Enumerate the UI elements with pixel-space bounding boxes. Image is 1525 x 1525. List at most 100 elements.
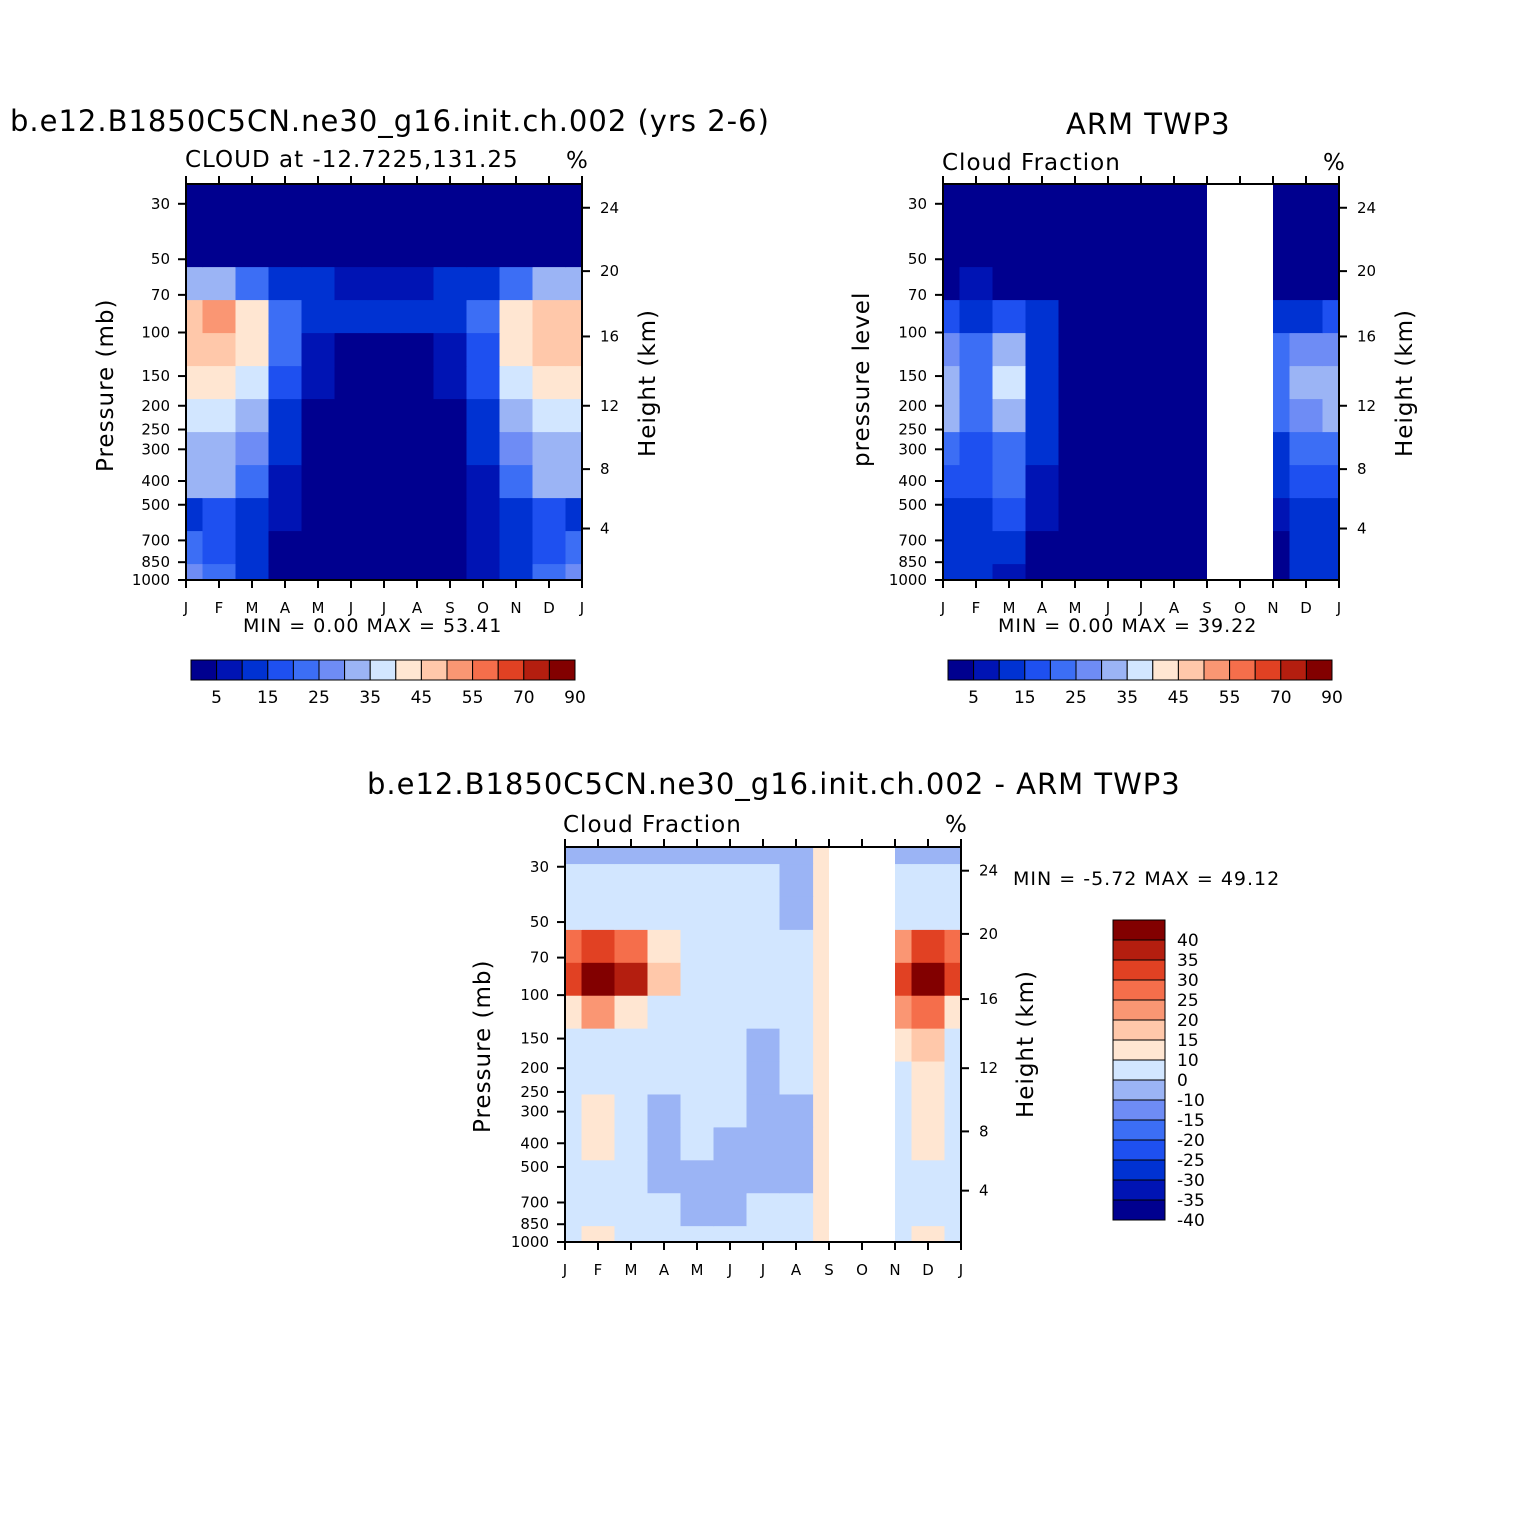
data-cell: [499, 530, 534, 565]
data-cell: [1289, 398, 1324, 433]
data-cell: [911, 1225, 946, 1243]
data-cell: [614, 995, 649, 1029]
data-cell: [1058, 184, 1093, 202]
panel3-subtitle: Cloud Fraction: [563, 812, 742, 838]
y2-tick-label: 24: [979, 862, 998, 880]
data-cell: [647, 995, 682, 1029]
data-cell: [532, 184, 567, 202]
data-cell: [1058, 365, 1093, 400]
data-cell: [235, 365, 270, 400]
colorbar-label: -15: [1177, 1111, 1205, 1131]
x-tick-label: A: [280, 599, 291, 617]
panel2-y2label: Height (km): [1392, 309, 1418, 457]
y-tick-label: 300: [141, 440, 170, 458]
colorbar-swatch: [947, 659, 975, 681]
data-cell: [944, 995, 962, 1029]
data-cell: [1091, 563, 1126, 581]
y-tick-label: 250: [520, 1083, 549, 1101]
colorbar-label: 25: [1177, 991, 1199, 1011]
data-cell: [944, 1159, 962, 1194]
data-cell: [911, 1126, 946, 1161]
data-cell: [466, 431, 501, 466]
data-cell: [647, 1192, 682, 1227]
panel1-unit: %: [566, 148, 588, 174]
x-tick-label: A: [1169, 599, 1180, 617]
data-cell: [235, 299, 270, 334]
colorbar-swatch: [1177, 659, 1205, 681]
data-cell: [235, 497, 270, 532]
x-tick-label: S: [1202, 599, 1212, 617]
data-cell: [713, 896, 748, 930]
data-cell: [186, 464, 204, 499]
y-tick-label: 1000: [132, 571, 170, 589]
colorbar-swatch: [1112, 1199, 1166, 1221]
data-cell: [746, 896, 781, 930]
colorbar-swatch: [1101, 659, 1128, 681]
x-tick-label: D: [922, 1261, 934, 1279]
data-cell: [713, 1060, 748, 1095]
data-cell: [943, 464, 961, 499]
data-cell: [746, 1159, 781, 1194]
data-cell: [1124, 266, 1159, 301]
data-cell: [565, 995, 583, 1029]
data-cell: [1124, 332, 1159, 367]
data-cell: [1025, 464, 1060, 499]
colorbar-swatch: [1112, 1159, 1166, 1181]
data-cell: [1322, 365, 1340, 400]
data-cell: [400, 431, 435, 466]
data-cell: [943, 563, 961, 581]
data-cell: [268, 398, 303, 433]
colorbar-label: 15: [1014, 688, 1036, 708]
data-cell: [301, 563, 336, 581]
data-cell: [647, 863, 682, 897]
data-cell: [466, 563, 501, 581]
data-cell: [746, 863, 781, 897]
data-cell: [235, 332, 270, 367]
x-tick-label: M: [691, 1261, 704, 1279]
data-cell: [565, 1060, 583, 1095]
colorbar-swatch: [998, 659, 1026, 681]
data-cell: [680, 1225, 715, 1243]
data-cell: [235, 431, 270, 466]
y-tick-label: 30: [530, 858, 549, 876]
data-cell: [268, 365, 303, 400]
colorbar-label: 45: [1168, 688, 1190, 708]
data-cell: [1289, 497, 1324, 532]
panel3-main-title: b.e12.B1850C5CN.ne30_g16.init.ch.002 - A…: [367, 767, 1181, 801]
data-cell: [713, 962, 748, 996]
data-cell: [944, 1225, 962, 1243]
data-cell: [202, 200, 237, 235]
colorbar-label: 25: [1065, 688, 1087, 708]
data-cell: [1322, 299, 1340, 334]
data-cell: [911, 847, 946, 865]
colorbar-swatch: [1112, 1019, 1166, 1041]
data-cell: [186, 332, 204, 367]
data-cell: [1091, 332, 1126, 367]
data-cell: [1157, 332, 1192, 367]
data-cell: [992, 431, 1027, 466]
data-cell: [647, 929, 682, 963]
data-cell: [301, 497, 336, 532]
data-cell: [911, 896, 946, 930]
data-cell: [532, 497, 567, 532]
data-cell: [713, 995, 748, 1029]
panel1-ylabel: Pressure (mb): [93, 299, 119, 472]
data-cell: [532, 464, 567, 499]
colorbar-swatch: [1305, 659, 1333, 681]
data-cell: [499, 497, 534, 532]
colorbar-swatch: [1203, 659, 1231, 681]
colorbar-label: -10: [1177, 1091, 1205, 1111]
data-cell: [367, 332, 402, 367]
data-cell: [713, 863, 748, 897]
data-cell: [959, 530, 994, 565]
data-cell: [186, 233, 204, 268]
data-cell: [400, 266, 435, 301]
data-cell: [466, 464, 501, 499]
colorbar-label: 70: [513, 688, 535, 708]
y-tick-label: 150: [520, 1030, 549, 1048]
data-cell: [400, 365, 435, 400]
x-tick-label: J: [760, 1261, 765, 1279]
data-cell: [779, 1060, 814, 1095]
colorbar-swatch: [1049, 659, 1077, 681]
x-tick-label: J: [1336, 599, 1341, 617]
